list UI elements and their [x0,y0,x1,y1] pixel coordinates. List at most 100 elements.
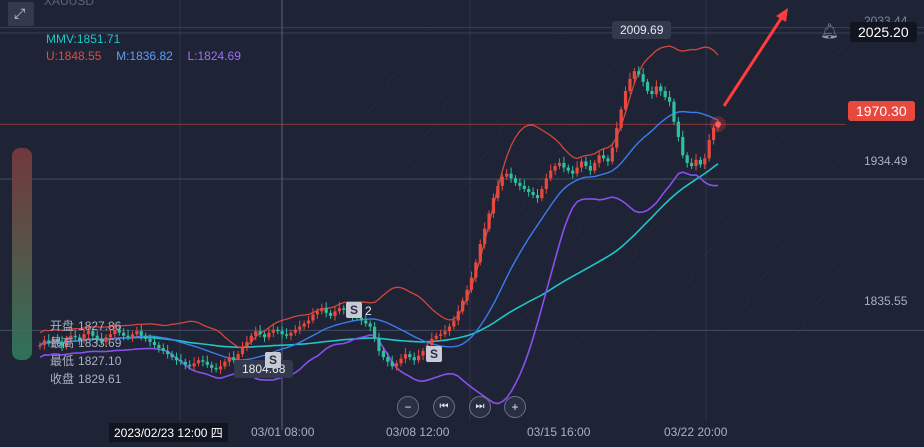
candle-body [575,167,579,174]
map-dot [430,128,432,130]
candle-body [703,158,707,165]
candle-body [571,170,575,174]
map-dot [821,77,823,79]
candle-body [139,331,143,336]
map-dot [707,251,709,253]
map-dot [462,76,464,78]
candle-body [637,71,641,75]
high-readout: 最高 1833.69 [50,336,122,350]
map-dot [687,61,689,63]
candle-body [452,320,456,327]
candle-body [478,244,482,263]
candle-body [135,331,139,335]
map-dot [540,68,542,70]
map-dot [467,181,469,183]
candle-body [161,348,165,352]
map-dot [746,82,748,84]
fullscreen-button[interactable]: ⤢ [8,2,34,26]
map-dot [648,230,650,232]
map-dot [484,44,486,46]
candle-body [69,335,73,339]
map-dot [617,171,619,173]
zoom-in-button[interactable]: + [504,396,526,418]
map-dot [428,20,430,22]
map-dot [685,283,687,285]
middle-band-legend: M:1836.82 [116,49,173,63]
candle-body [152,341,157,345]
scroll-back-button[interactable]: ⏮ [433,396,455,418]
candle-body [144,335,148,339]
candle-body [505,173,509,177]
lower-band-line [39,171,719,405]
map-dot [580,118,582,120]
candle-body [100,338,104,342]
candle-body [258,331,262,335]
map-dot [851,247,853,249]
upper-band-line [39,45,719,348]
candle-body [223,361,227,367]
candle-body [654,86,658,95]
map-dot [443,105,445,107]
candle-body [236,354,240,361]
map-dot [780,138,782,140]
candle-body [465,289,469,301]
candle-body [707,140,711,159]
map-dot [799,109,801,111]
candle-body [342,308,346,310]
map-dot [442,216,444,218]
signal-marker-s1[interactable]: S [346,302,362,318]
candle-body [650,91,654,95]
map-dot [760,278,762,280]
candle-body [500,176,504,186]
candle-body [689,162,694,166]
candle-body [412,357,416,361]
candle-body [86,331,91,335]
candle-body [544,178,548,189]
candle-body [377,338,381,352]
candle-body [210,364,214,368]
map-dot [672,306,674,308]
signal-marker-s3[interactable]: S [265,352,281,368]
scroll-forward-button[interactable]: ⏭ [469,396,491,418]
map-dot [798,220,800,222]
candle-body [381,351,386,358]
candle-body [328,312,333,316]
candle-body [469,277,474,290]
map-dot [541,287,543,289]
candle-body [280,331,284,335]
map-dot [726,222,728,224]
candle-body [443,331,447,335]
map-dot [652,116,654,118]
map-dot [758,170,760,172]
map-dot [703,35,705,37]
map-dot [572,346,574,348]
candle-body [399,358,403,364]
candle-body [540,188,544,199]
map-dot [666,312,668,314]
signal-marker-s2[interactable]: S [426,346,442,362]
candle-body [628,78,632,92]
current-price-tag: 1970.30 [848,101,915,121]
map-dot [745,193,747,195]
map-dot [465,73,467,75]
map-dot [630,148,632,150]
signal-marker-count: 2 [365,304,372,318]
map-dot [483,155,485,157]
map-dot [632,256,634,258]
close-readout: 收盘 1829.61 [50,372,122,386]
candle-body [408,354,412,358]
zoom-out-button[interactable]: − [397,396,419,418]
map-dot [595,203,597,205]
candle-body [672,101,676,122]
map-dot [612,66,614,68]
map-dot [485,263,487,265]
map-dot [542,176,544,178]
map-dot [727,111,729,113]
candle-body [698,159,702,165]
alert-bell-button[interactable]: 🔔︎ [820,22,842,42]
candle-body [417,355,421,361]
candle-body [232,357,236,361]
map-dot [393,75,395,77]
